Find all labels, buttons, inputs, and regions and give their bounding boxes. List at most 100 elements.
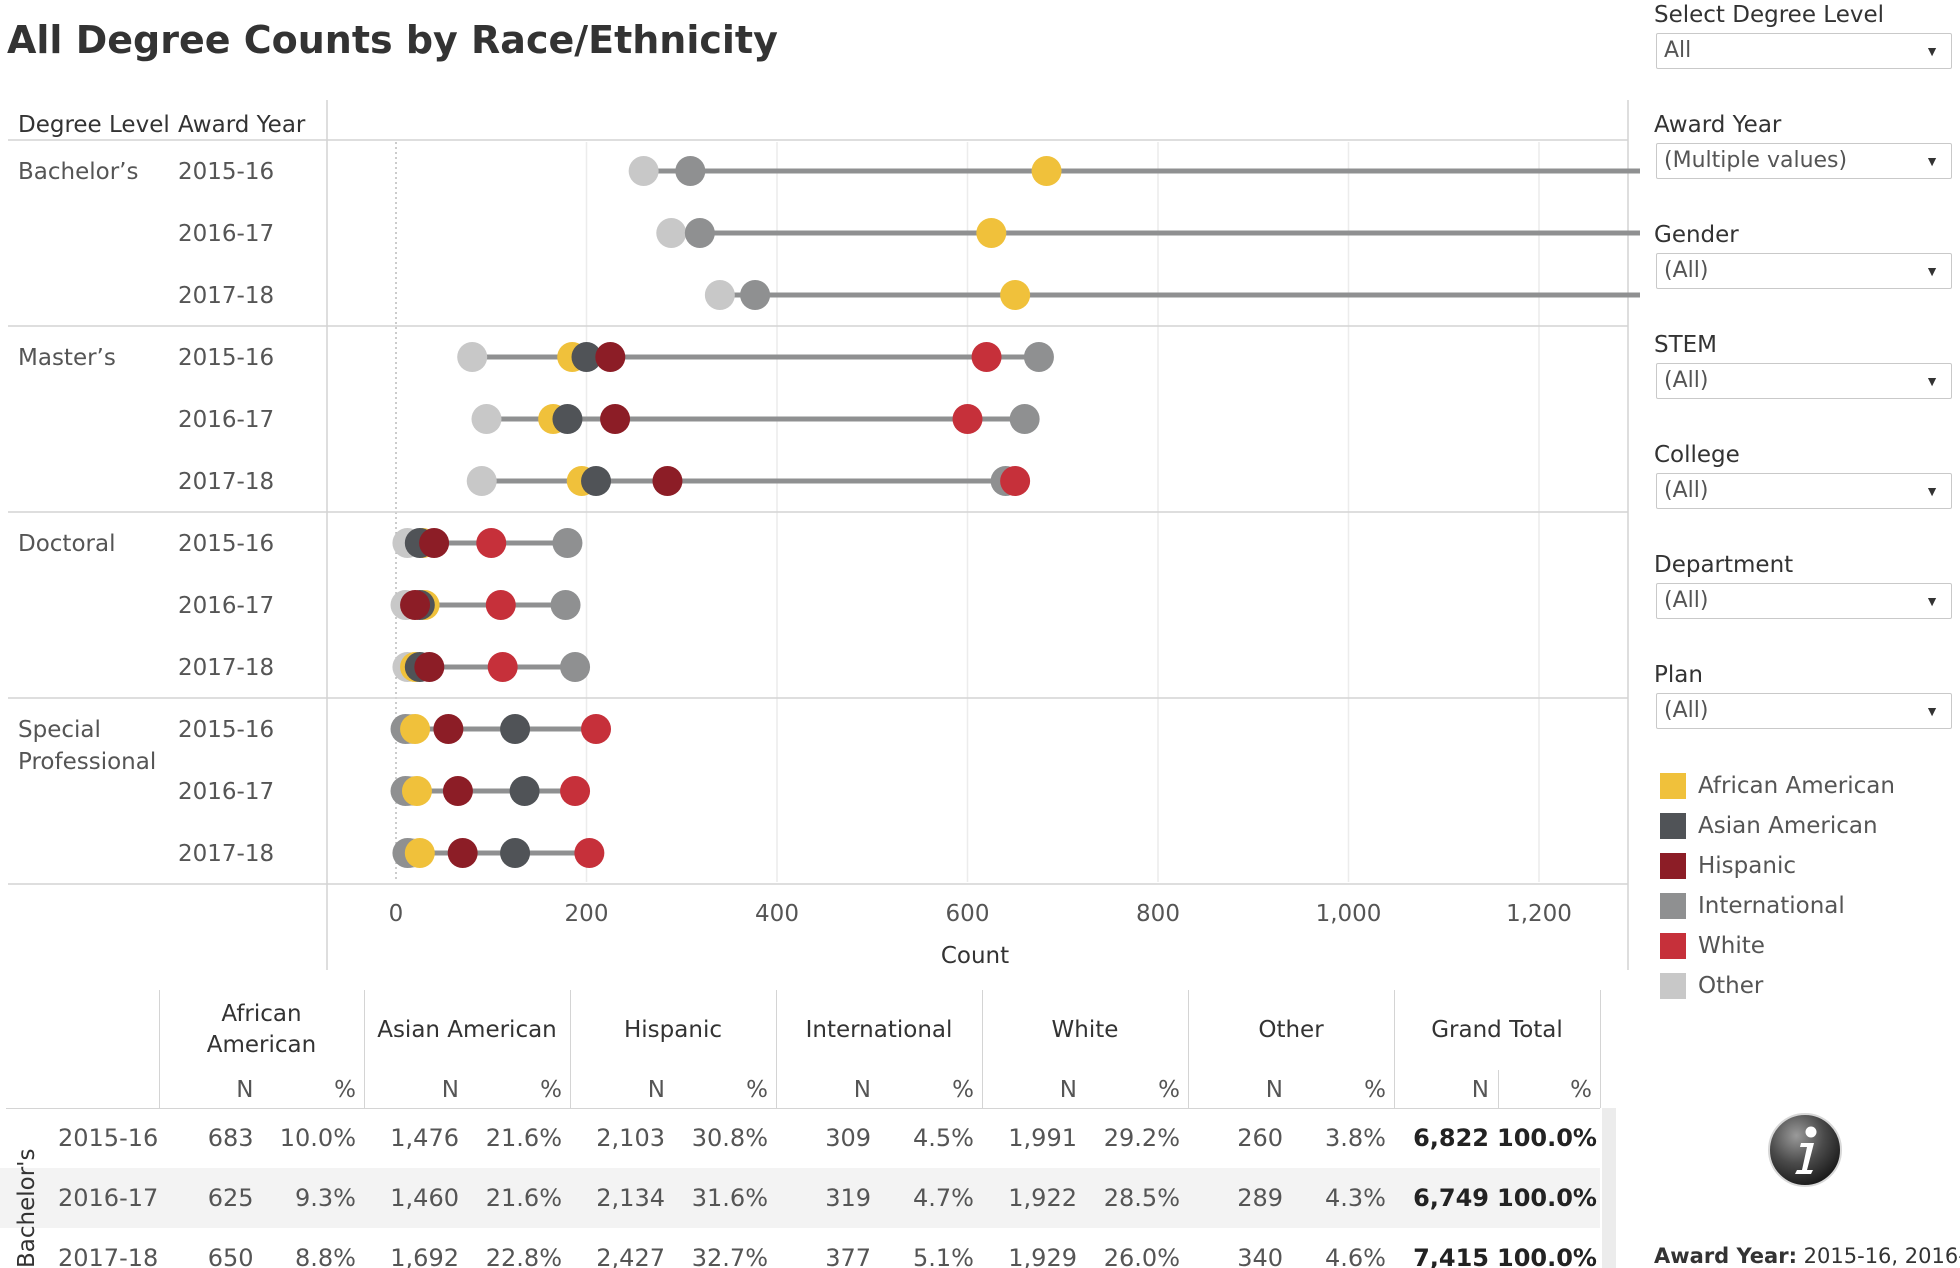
data-point-other <box>628 156 659 186</box>
subheader-pct: % <box>334 1077 356 1103</box>
table-divider <box>159 990 160 1108</box>
subheader-n: N <box>441 1077 459 1103</box>
row-header-degree-level: Bachelor's <box>14 1148 40 1268</box>
filter-dropdown[interactable]: (All) ▼ <box>1656 583 1952 619</box>
column-header-degree-level: Degree Level <box>18 112 170 138</box>
filter-label: Plan <box>1654 662 1703 688</box>
cell-count: 1,692 <box>390 1244 459 1268</box>
filter-label: Award Year <box>1654 112 1782 138</box>
subheader-n: N <box>1265 1077 1283 1103</box>
filter-dropdown[interactable]: All ▼ <box>1656 33 1952 69</box>
cell-count: 309 <box>825 1124 871 1152</box>
filter-dropdown[interactable]: (All) ▼ <box>1656 253 1952 289</box>
column-header-award-year: Award Year <box>178 112 306 138</box>
data-point-hispanic <box>600 404 631 434</box>
cell-count: 6,749 <box>1413 1184 1489 1212</box>
legend-swatch <box>1660 893 1686 919</box>
legend-label: African American <box>1698 773 1895 799</box>
data-point-asian-american <box>500 838 531 868</box>
cell-percent: 21.6% <box>485 1184 562 1212</box>
legend-label: Asian American <box>1698 813 1878 839</box>
data-point-hispanic <box>442 776 473 806</box>
degree-level-label: Doctoral <box>18 531 115 557</box>
data-point-hispanic <box>414 652 445 682</box>
award-year-label: 2015-16 <box>178 717 274 743</box>
data-point-african-american <box>404 838 435 868</box>
subheader-n: N <box>1059 1077 1077 1103</box>
filter-dropdown[interactable]: (All) ▼ <box>1656 693 1952 729</box>
award-year-label: 2016-17 <box>178 593 274 619</box>
column-header: African American <box>206 1001 317 1058</box>
data-point-white <box>971 342 1002 372</box>
cell-count: 2,103 <box>596 1124 665 1152</box>
cell-count: 1,476 <box>390 1124 459 1152</box>
cell-percent: 32.7% <box>691 1244 768 1268</box>
subheader-n: N <box>1471 1077 1489 1103</box>
cell-count: 340 <box>1237 1244 1283 1268</box>
table-divider <box>1188 990 1189 1108</box>
cell-percent: 4.7% <box>913 1184 974 1212</box>
subheader-n: N <box>647 1077 665 1103</box>
cell-percent: 8.8% <box>295 1244 356 1268</box>
filter-dropdown[interactable]: (All) ▼ <box>1656 363 1952 399</box>
filter-label: Gender <box>1654 222 1739 248</box>
legend-label: White <box>1698 933 1765 959</box>
chevron-down-icon: ▼ <box>1925 153 1939 169</box>
data-point-african-american <box>1000 280 1031 310</box>
filter-dropdown[interactable]: (Multiple values) ▼ <box>1656 143 1952 179</box>
data-point-international <box>1023 342 1054 372</box>
cell-percent: 22.8% <box>485 1244 562 1268</box>
cell-count: 683 <box>207 1124 254 1152</box>
column-header: International <box>805 1016 953 1043</box>
summary-table: African American N% Asian American N% Hispan… <box>0 990 1616 1268</box>
column-header: Other <box>1258 1016 1324 1043</box>
legend-label: Other <box>1698 973 1764 999</box>
degree-level-label: Bachelor’s <box>18 159 138 185</box>
data-point-other <box>704 280 735 310</box>
table-divider <box>776 990 777 1108</box>
award-year-label: 2016-17 <box>178 779 274 805</box>
info-icon[interactable] <box>1767 1112 1843 1188</box>
cell-percent: 28.5% <box>1103 1184 1180 1212</box>
chevron-down-icon: ▼ <box>1925 483 1939 499</box>
data-point-white <box>476 528 507 558</box>
table-divider <box>982 990 983 1108</box>
subheader-n: N <box>853 1077 871 1103</box>
filter-stem: STEM (All) ▼ <box>1654 330 1954 399</box>
filter-dropdown[interactable]: (All) ▼ <box>1656 473 1952 509</box>
filter-select-degree-level: Select Degree Level All ▼ <box>1654 0 1954 69</box>
filter-gender: Gender (All) ▼ <box>1654 220 1954 289</box>
filter-label: STEM <box>1654 332 1718 358</box>
cell-count: 2,427 <box>596 1244 665 1268</box>
cell-count: 2,134 <box>596 1184 665 1212</box>
subheader-pct: % <box>1570 1077 1592 1103</box>
data-point-african-american <box>401 776 432 806</box>
data-point-other <box>466 466 497 496</box>
cell-count: 1,991 <box>1008 1124 1077 1152</box>
dropdown-value: (Multiple values) <box>1664 148 1848 173</box>
table-divider <box>570 990 571 1108</box>
row-year: 2016-17 <box>58 1184 159 1212</box>
chevron-down-icon: ▼ <box>1925 373 1939 389</box>
dropdown-value: (All) <box>1664 478 1709 503</box>
chevron-down-icon: ▼ <box>1925 263 1939 279</box>
data-point-international <box>675 156 706 186</box>
data-point-hispanic <box>447 838 478 868</box>
data-point-white <box>1000 466 1031 496</box>
data-point-white <box>574 838 605 868</box>
data-point-other <box>457 342 488 372</box>
award-year-label: 2017-18 <box>178 841 274 867</box>
data-point-african-american <box>976 218 1007 248</box>
cell-percent: 9.3% <box>295 1184 356 1212</box>
award-year-label: 2015-16 <box>178 531 274 557</box>
cell-percent: 31.6% <box>691 1184 768 1212</box>
filter-label: College <box>1654 442 1740 468</box>
cell-count: 1,922 <box>1008 1184 1077 1212</box>
degree-level-label: Professional <box>18 749 156 775</box>
subheader-pct: % <box>540 1077 562 1103</box>
dumbbell-chart: Degree Level Award Year 0 200 400 600 800 1,000… <box>8 100 1640 970</box>
legend-label: Hispanic <box>1698 853 1796 879</box>
data-point-international <box>552 528 583 558</box>
footer-note: Award Year: 2015-16, 2016- <box>1654 1244 1960 1268</box>
cell-percent: 100.0% <box>1497 1184 1597 1212</box>
